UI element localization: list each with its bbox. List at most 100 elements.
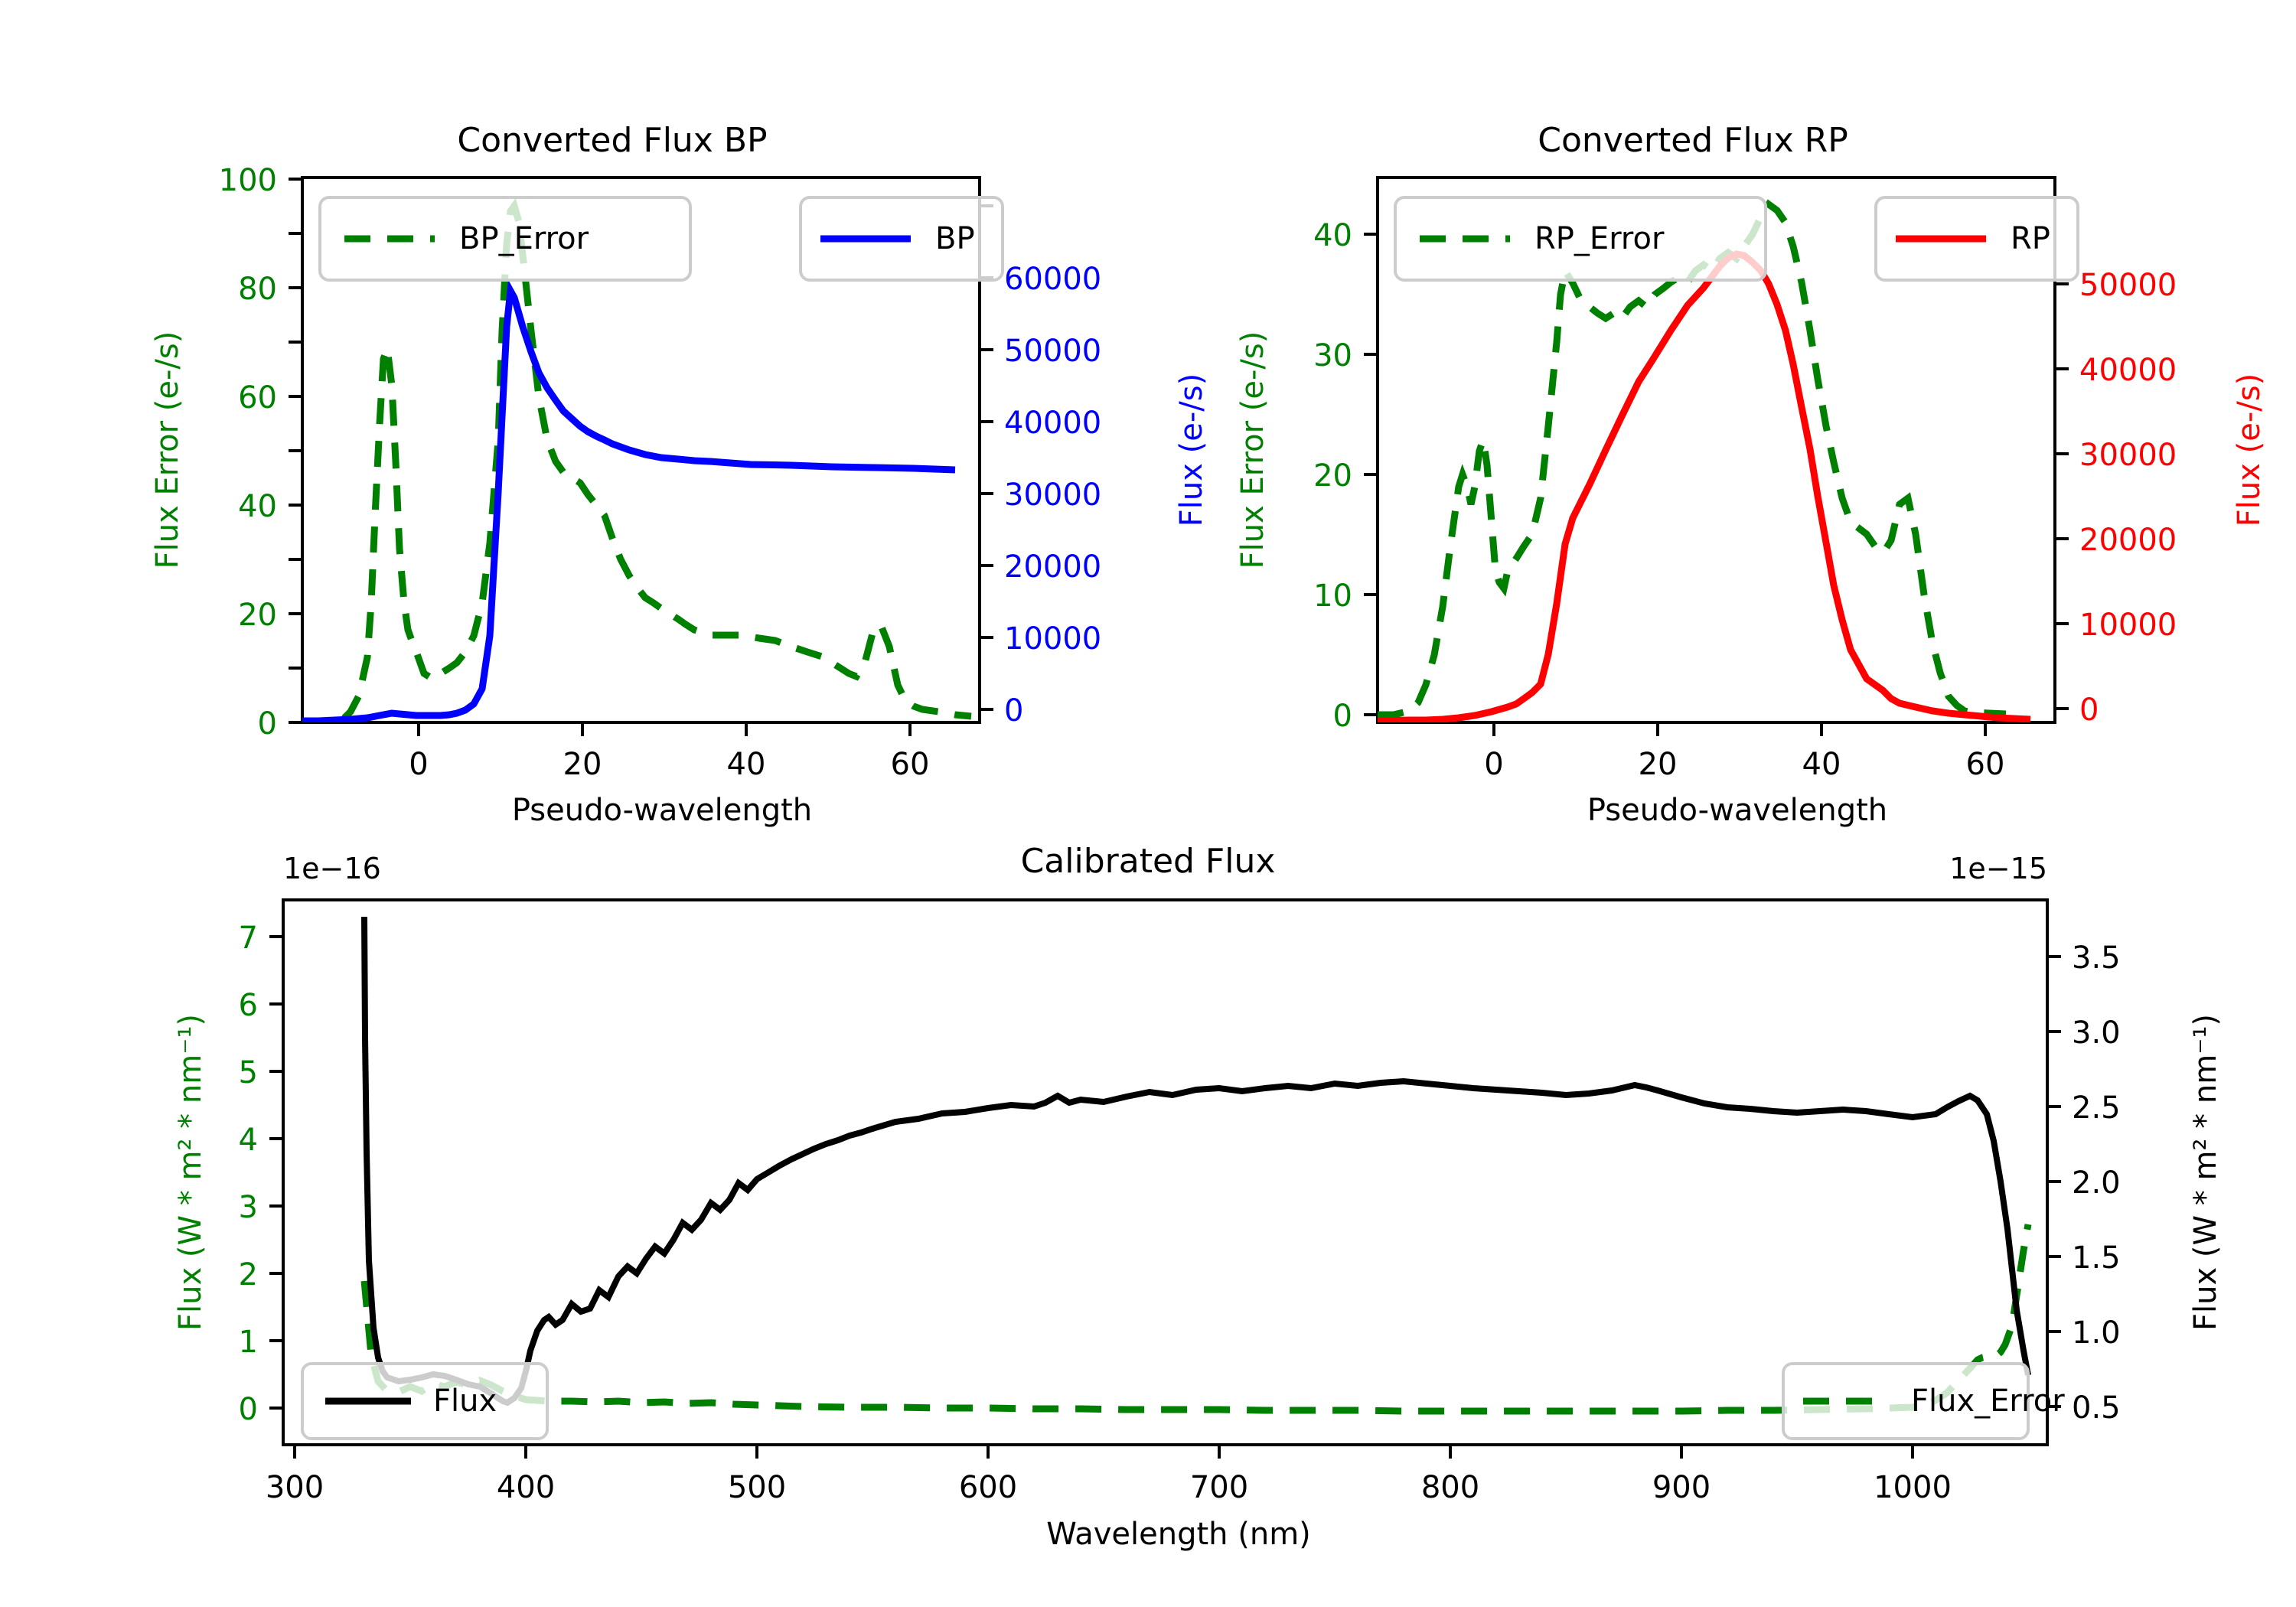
cal-title: Calibrated Flux	[1021, 842, 1276, 881]
cal-fluxerror-curve	[360, 1224, 2032, 1415]
cal-ytick-left-1: 1	[239, 1325, 258, 1360]
bp-ytick-right-20000: 20000	[1004, 549, 1101, 585]
bp-ytick-left-20: 20	[238, 598, 277, 633]
rp-legend-error-label: RP_Error	[1534, 221, 1665, 256]
rp-xaxis: 0 20 40 60 Pseudo-wavelength	[1484, 722, 2004, 828]
cal-ytick-right-35: 3.5	[2072, 940, 2121, 976]
bp-ytick-right-0: 0	[1004, 693, 1023, 729]
rp-ytick-right-40000: 40000	[2079, 353, 2177, 388]
rp-title: Converted Flux RP	[1538, 121, 1848, 160]
cal-offset-right: 1e−15	[1949, 852, 2047, 885]
bp-legend-right[interactable]: BP	[799, 196, 1004, 282]
cal-ytick-right-05: 0.5	[2072, 1390, 2121, 1426]
rp-legend-rp-label: RP	[2011, 221, 2050, 256]
rp-xlabel: Pseudo-wavelength	[1587, 793, 1887, 828]
bp-ytick-left-100: 100	[219, 163, 277, 198]
bp-ylabel-right: Flux (e-/s)	[1174, 373, 1209, 526]
cal-ytick-left-0: 0	[239, 1392, 258, 1427]
rp-ytick-left-30: 30	[1313, 338, 1352, 373]
cal-ytick-left-5: 5	[239, 1055, 258, 1090]
cal-legend-flux-label: Flux	[433, 1384, 497, 1419]
cal-curves	[360, 916, 2032, 1415]
cal-ylabel-left: Flux (W * m² * nm⁻¹)	[173, 1014, 208, 1331]
rp-ytick-left-0: 0	[1333, 699, 1352, 734]
cal-xtick-600: 600	[959, 1470, 1017, 1505]
rp-error-curve	[1378, 199, 2007, 719]
bp-yaxis-right: 0 10000 20000 30000 40000 50000 60000 Fl…	[980, 204, 1209, 729]
cal-flux-curve	[361, 916, 2031, 1407]
rp-legend-right[interactable]: RP	[1874, 196, 2079, 282]
rp-xtick-60: 60	[1966, 747, 2005, 782]
bp-ytick-right-30000: 30000	[1004, 478, 1101, 513]
cal-xtick-500: 500	[728, 1470, 786, 1505]
bp-xaxis: 0 20 40 60 Pseudo-wavelength	[409, 722, 929, 828]
bp-flux-curve	[302, 279, 956, 722]
cal-ytick-left-7: 7	[239, 921, 258, 956]
cal-xtick-700: 700	[1190, 1470, 1248, 1505]
cal-legend-fluxerror-label: Flux_Error	[1911, 1384, 2065, 1419]
bp-ytick-right-10000: 10000	[1004, 621, 1101, 657]
cal-xtick-400: 400	[497, 1470, 555, 1505]
rp-legend-left[interactable]: RP_Error	[1394, 196, 1767, 282]
rp-yaxis-right: 0 10000 20000 30000 40000 50000 Flux (e-…	[2055, 268, 2267, 728]
rp-ytick-right-30000: 30000	[2079, 438, 2177, 473]
cal-ytick-left-3: 3	[239, 1190, 258, 1225]
cal-ytick-right-25: 2.5	[2072, 1090, 2121, 1126]
bp-ytick-left-0: 0	[258, 706, 277, 742]
bp-ylabel-left: Flux Error (e-/s)	[150, 331, 185, 569]
bp-yaxis-left: 0 20 40 60 80 100 Flux Error (e-/s)	[150, 163, 302, 742]
rp-ytick-right-10000: 10000	[2079, 608, 2177, 643]
rp-xtick-0: 0	[1484, 747, 1503, 782]
panel-bp: Converted Flux BP 0 20	[150, 121, 1209, 828]
rp-ylabel-right: Flux (e-/s)	[2232, 373, 2267, 526]
panel-calibrated-flux: Calibrated Flux 1e−16 1e−15 0 1 2 3 4 5 …	[173, 842, 2223, 1552]
bp-legend-error-label: BP_Error	[459, 221, 589, 256]
cal-legend-left[interactable]: Flux	[301, 1362, 549, 1440]
bp-ytick-left-group	[289, 178, 302, 724]
bp-ytick-right-50000: 50000	[1004, 334, 1101, 369]
bp-xtick-20: 20	[563, 747, 602, 782]
rp-curves	[1378, 199, 2031, 722]
cal-legend-right[interactable]: Flux_Error	[1782, 1362, 2065, 1440]
bp-ytick-left-40: 40	[238, 489, 277, 524]
rp-ytick-right-50000: 50000	[2079, 268, 2177, 303]
rp-ytick-left-10: 10	[1313, 579, 1352, 614]
bp-error-curve	[302, 197, 972, 722]
cal-xtick-1000: 1000	[1874, 1470, 1952, 1505]
bp-xtick-0: 0	[409, 747, 428, 782]
rp-flux-curve	[1378, 250, 2031, 722]
bp-xlabel: Pseudo-wavelength	[512, 793, 812, 828]
cal-ytick-right-20: 2.0	[2072, 1165, 2121, 1201]
cal-xlabel: Wavelength (nm)	[1046, 1517, 1311, 1552]
rp-xtick-40: 40	[1802, 747, 1841, 782]
rp-ytick-left-20: 20	[1313, 458, 1352, 494]
cal-ytick-right-10: 1.0	[2072, 1315, 2121, 1351]
rp-xtick-20: 20	[1639, 747, 1678, 782]
rp-ytick-left-40: 40	[1313, 218, 1352, 253]
cal-yaxis-right: 0.5 1.0 1.5 2.0 2.5 3.0 3.5 Flux (W * m²…	[2047, 940, 2223, 1426]
cal-ytick-right-15: 1.5	[2072, 1240, 2121, 1276]
cal-ytick-left-2: 2	[239, 1257, 258, 1292]
bp-legend-left[interactable]: BP_Error	[318, 196, 692, 282]
cal-offset-left: 1e−16	[283, 852, 381, 885]
cal-yaxis-left: 0 1 2 3 4 5 6 7 Flux (W * m² * nm⁻¹)	[173, 921, 283, 1427]
bp-ytick-left-80: 80	[238, 272, 277, 307]
cal-ylabel-right: Flux (W * m² * nm⁻¹)	[2188, 1014, 2223, 1331]
cal-ytick-left-6: 6	[239, 988, 258, 1023]
bp-xtick-40: 40	[727, 747, 766, 782]
panel-rp: Converted Flux RP 0 10 20 30 40 Flux Err…	[1235, 121, 2267, 828]
cal-axes-frame	[282, 898, 2049, 1446]
rp-ytick-right-0: 0	[2079, 693, 2099, 728]
cal-xtick-900: 900	[1652, 1470, 1711, 1505]
cal-ytick-left-4: 4	[239, 1123, 258, 1158]
bp-ytick-left-60: 60	[238, 380, 277, 416]
bp-curves	[302, 197, 972, 722]
bp-ytick-right-60000: 60000	[1004, 262, 1101, 297]
cal-xtick-300: 300	[266, 1470, 324, 1505]
bp-legend-bp-label: BP	[935, 221, 975, 256]
rp-axes-frame	[1376, 176, 2056, 724]
rp-ylabel-left: Flux Error (e-/s)	[1235, 331, 1270, 569]
bp-ytick-right-40000: 40000	[1004, 406, 1101, 441]
rp-yaxis-left: 0 10 20 30 40 Flux Error (e-/s)	[1235, 218, 1378, 734]
